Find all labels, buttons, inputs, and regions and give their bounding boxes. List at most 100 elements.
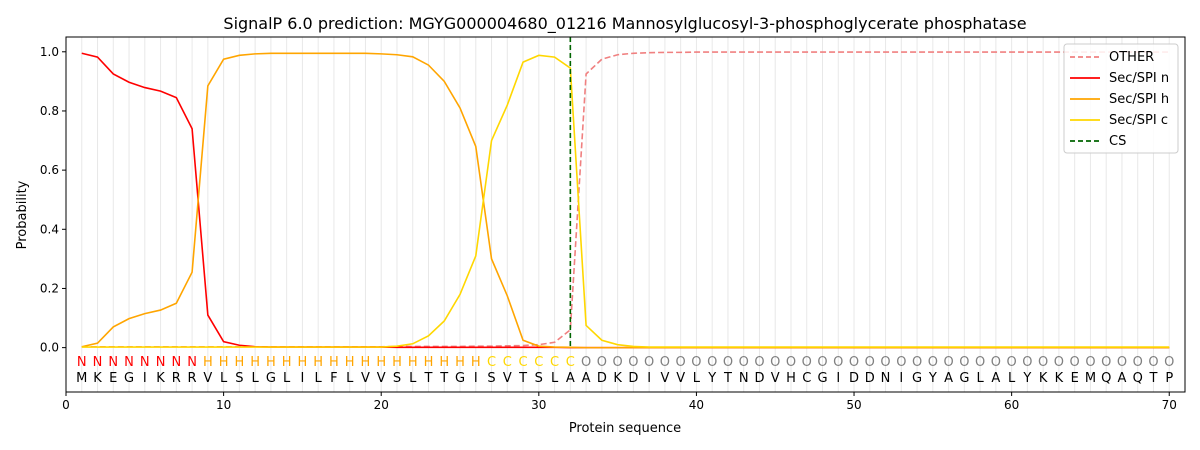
residue-label: L — [1008, 371, 1016, 386]
y-tick-label: 0.2 — [40, 281, 59, 295]
region-label: O — [1085, 355, 1095, 370]
x-axis-label: Protein sequence — [569, 421, 681, 436]
residue-label: D — [628, 371, 638, 386]
region-label: O — [880, 355, 890, 370]
residue-label: K — [613, 371, 622, 386]
region-label: H — [345, 355, 355, 370]
grid — [81, 37, 1170, 392]
residue-label: M — [76, 371, 87, 386]
residue-label: K — [1055, 371, 1064, 386]
residue-label: A — [566, 371, 575, 386]
residue-label: T — [424, 371, 433, 386]
residue-label: D — [597, 371, 607, 386]
region-label: O — [833, 355, 843, 370]
residue-label: F — [330, 371, 337, 386]
residue-label: S — [235, 371, 243, 386]
y-tick-label: 1.0 — [40, 45, 59, 59]
y-tick-label: 0.4 — [40, 222, 59, 236]
region-label: H — [424, 355, 434, 370]
residue-label: R — [188, 371, 197, 386]
region-label: O — [739, 355, 749, 370]
region-label: O — [849, 355, 859, 370]
residue-label: E — [1071, 371, 1079, 386]
residue-label: I — [300, 371, 304, 386]
legend-label: CS — [1109, 134, 1126, 149]
region-label: O — [786, 355, 796, 370]
y-tick-label: 0.6 — [40, 163, 59, 177]
x-tick-label: 50 — [846, 398, 861, 412]
region-label: O — [1133, 355, 1143, 370]
region-label: O — [1101, 355, 1111, 370]
region-label: N — [93, 355, 103, 370]
residue-label: R — [172, 371, 181, 386]
residue-label: T — [518, 371, 527, 386]
region-label: O — [817, 355, 827, 370]
region-label: C — [519, 355, 528, 370]
residue-label: V — [503, 371, 512, 386]
region-label: N — [156, 355, 166, 370]
region-label: N — [187, 355, 197, 370]
residue-label: Q — [1101, 371, 1111, 386]
region-label: N — [108, 355, 118, 370]
residue-label: E — [109, 371, 117, 386]
region-label: O — [644, 355, 654, 370]
legend-label: Sec/SPI n — [1109, 71, 1169, 86]
region-label: O — [676, 355, 686, 370]
region-label: O — [723, 355, 733, 370]
residue-label: I — [474, 371, 478, 386]
region-label: O — [754, 355, 764, 370]
residue-label: P — [1165, 371, 1173, 386]
residue-label: D — [849, 371, 859, 386]
region-label: H — [471, 355, 481, 370]
region-label: H — [313, 355, 323, 370]
residue-label: T — [723, 371, 732, 386]
region-label: N — [77, 355, 87, 370]
residue-label: Y — [707, 371, 716, 386]
region-label: H — [408, 355, 418, 370]
region-label: H — [203, 355, 213, 370]
residue-label: D — [865, 371, 875, 386]
region-label: O — [581, 355, 591, 370]
residue-label: K — [93, 371, 102, 386]
x-tick-label: 40 — [689, 398, 704, 412]
residue-label: V — [203, 371, 212, 386]
residue-label: L — [409, 371, 417, 386]
residue-label: T — [439, 371, 448, 386]
series-line-sec-spi-n — [81, 52, 1170, 349]
y-tick-label: 0.0 — [40, 341, 59, 355]
residue-label: K — [1039, 371, 1048, 386]
region-label: C — [534, 355, 543, 370]
legend-label: Sec/SPI c — [1109, 113, 1168, 128]
series-lines — [81, 37, 1170, 349]
residue-label: I — [647, 371, 651, 386]
residue-label: V — [377, 371, 386, 386]
region-label: N — [171, 355, 181, 370]
residue-label: C — [802, 371, 811, 386]
residue-label: G — [817, 371, 827, 386]
region-label: O — [1054, 355, 1064, 370]
residue-label: S — [393, 371, 401, 386]
region-label: H — [298, 355, 308, 370]
residue-label: S — [487, 371, 495, 386]
residue-label: G — [959, 371, 969, 386]
y-tick-label: 0.8 — [40, 104, 59, 118]
region-label: O — [896, 355, 906, 370]
region-label: O — [613, 355, 623, 370]
region-label: H — [250, 355, 260, 370]
region-label: H — [439, 355, 449, 370]
residue-label: D — [754, 371, 764, 386]
residue-label: Y — [928, 371, 937, 386]
region-label: C — [566, 355, 575, 370]
residue-label: M — [1085, 371, 1096, 386]
series-line-other — [81, 51, 1170, 348]
residue-label: A — [944, 371, 953, 386]
x-tick-label: 10 — [216, 398, 231, 412]
residue-label: I — [899, 371, 903, 386]
residue-label: L — [693, 371, 701, 386]
residue-label: V — [660, 371, 669, 386]
region-label: H — [266, 355, 276, 370]
x-tick-label: 30 — [531, 398, 546, 412]
legend-label: OTHER — [1109, 50, 1154, 65]
region-label: N — [124, 355, 134, 370]
